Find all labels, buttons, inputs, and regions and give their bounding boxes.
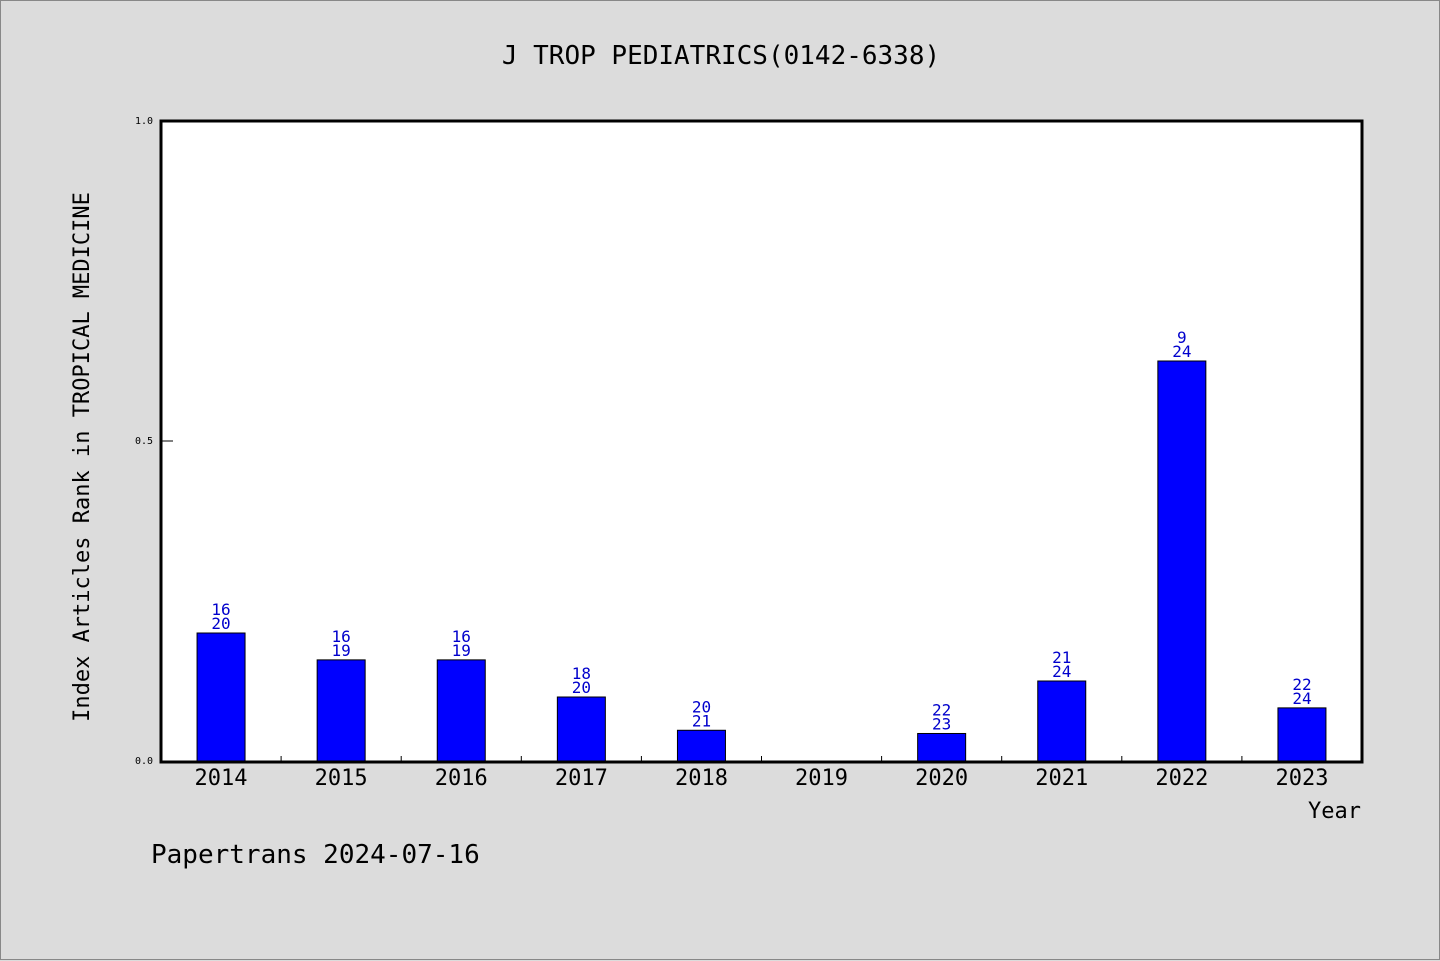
x-tick-label-2019: 2019 (795, 766, 848, 791)
x-tick-label-2014: 2014 (195, 766, 248, 791)
bar-label-total-2014: 20 (211, 614, 230, 633)
bar-label-rank-2023: 22 (1292, 675, 1311, 694)
bar-label-rank-2020: 22 (932, 700, 951, 719)
y-tick-label-1.0: 1.0 (135, 116, 153, 127)
bar-2015 (316, 659, 366, 762)
x-axis-label: Year (1308, 799, 1361, 824)
bar-2018 (676, 729, 726, 762)
bar-label-total-2020: 23 (932, 714, 951, 733)
bar-2023 (1277, 707, 1327, 762)
x-ticks-group: 2014 2015 2016 2017 2018 2019 2020 2021 2022 2023 (195, 756, 1328, 791)
bar-2016 (436, 659, 486, 762)
x-tick-label-2023: 2023 (1275, 766, 1328, 791)
x-tick-label-2022: 2022 (1155, 766, 1208, 791)
bar-2020 (917, 732, 967, 762)
y-tick-label-0.5: 0.5 (135, 436, 153, 447)
bar-label-total-2016: 19 (452, 641, 471, 660)
x-tick-label-2017: 2017 (555, 766, 608, 791)
bar-label-total-2018: 21 (692, 711, 711, 730)
y-axis-label: Index Articles Rank in TROPICAL MEDICINE (70, 192, 95, 722)
bar-label-total-2022: 24 (1172, 342, 1191, 361)
x-tick-label-2020: 2020 (915, 766, 968, 791)
x-tick-label-2015: 2015 (315, 766, 368, 791)
bar-label-rank-2015: 16 (332, 627, 351, 646)
bars-group (196, 360, 1327, 762)
y-tick-label-0.0: 0.0 (135, 756, 153, 767)
bar-label-total-2017: 20 (572, 678, 591, 697)
bar-2022 (1157, 360, 1207, 762)
x-tick-label-2016: 2016 (435, 766, 488, 791)
bar-label-total-2023: 24 (1292, 689, 1311, 708)
y-ticks-group: 0.0 0.5 1.0 (135, 116, 173, 767)
chart-title: J TROP PEDIATRICS(0142-6338) (502, 41, 940, 71)
bar-label-rank-2018: 20 (692, 697, 711, 716)
bar-label-total-2015: 19 (332, 641, 351, 660)
bar-label-rank-2017: 18 (572, 664, 591, 683)
x-tick-label-2018: 2018 (675, 766, 728, 791)
bar-label-rank-2022: 9 (1177, 328, 1187, 347)
bar-label-rank-2014: 16 (211, 600, 230, 619)
bar-label-rank-2016: 16 (452, 627, 471, 646)
footer-credit: Papertrans 2024-07-16 (151, 840, 480, 870)
bar-2017 (556, 696, 606, 762)
bar-2021 (1037, 680, 1087, 762)
bar-label-rank-2021: 21 (1052, 648, 1071, 667)
bar-2014 (196, 632, 246, 762)
x-tick-label-2021: 2021 (1035, 766, 1088, 791)
bar-label-total-2021: 24 (1052, 662, 1071, 681)
